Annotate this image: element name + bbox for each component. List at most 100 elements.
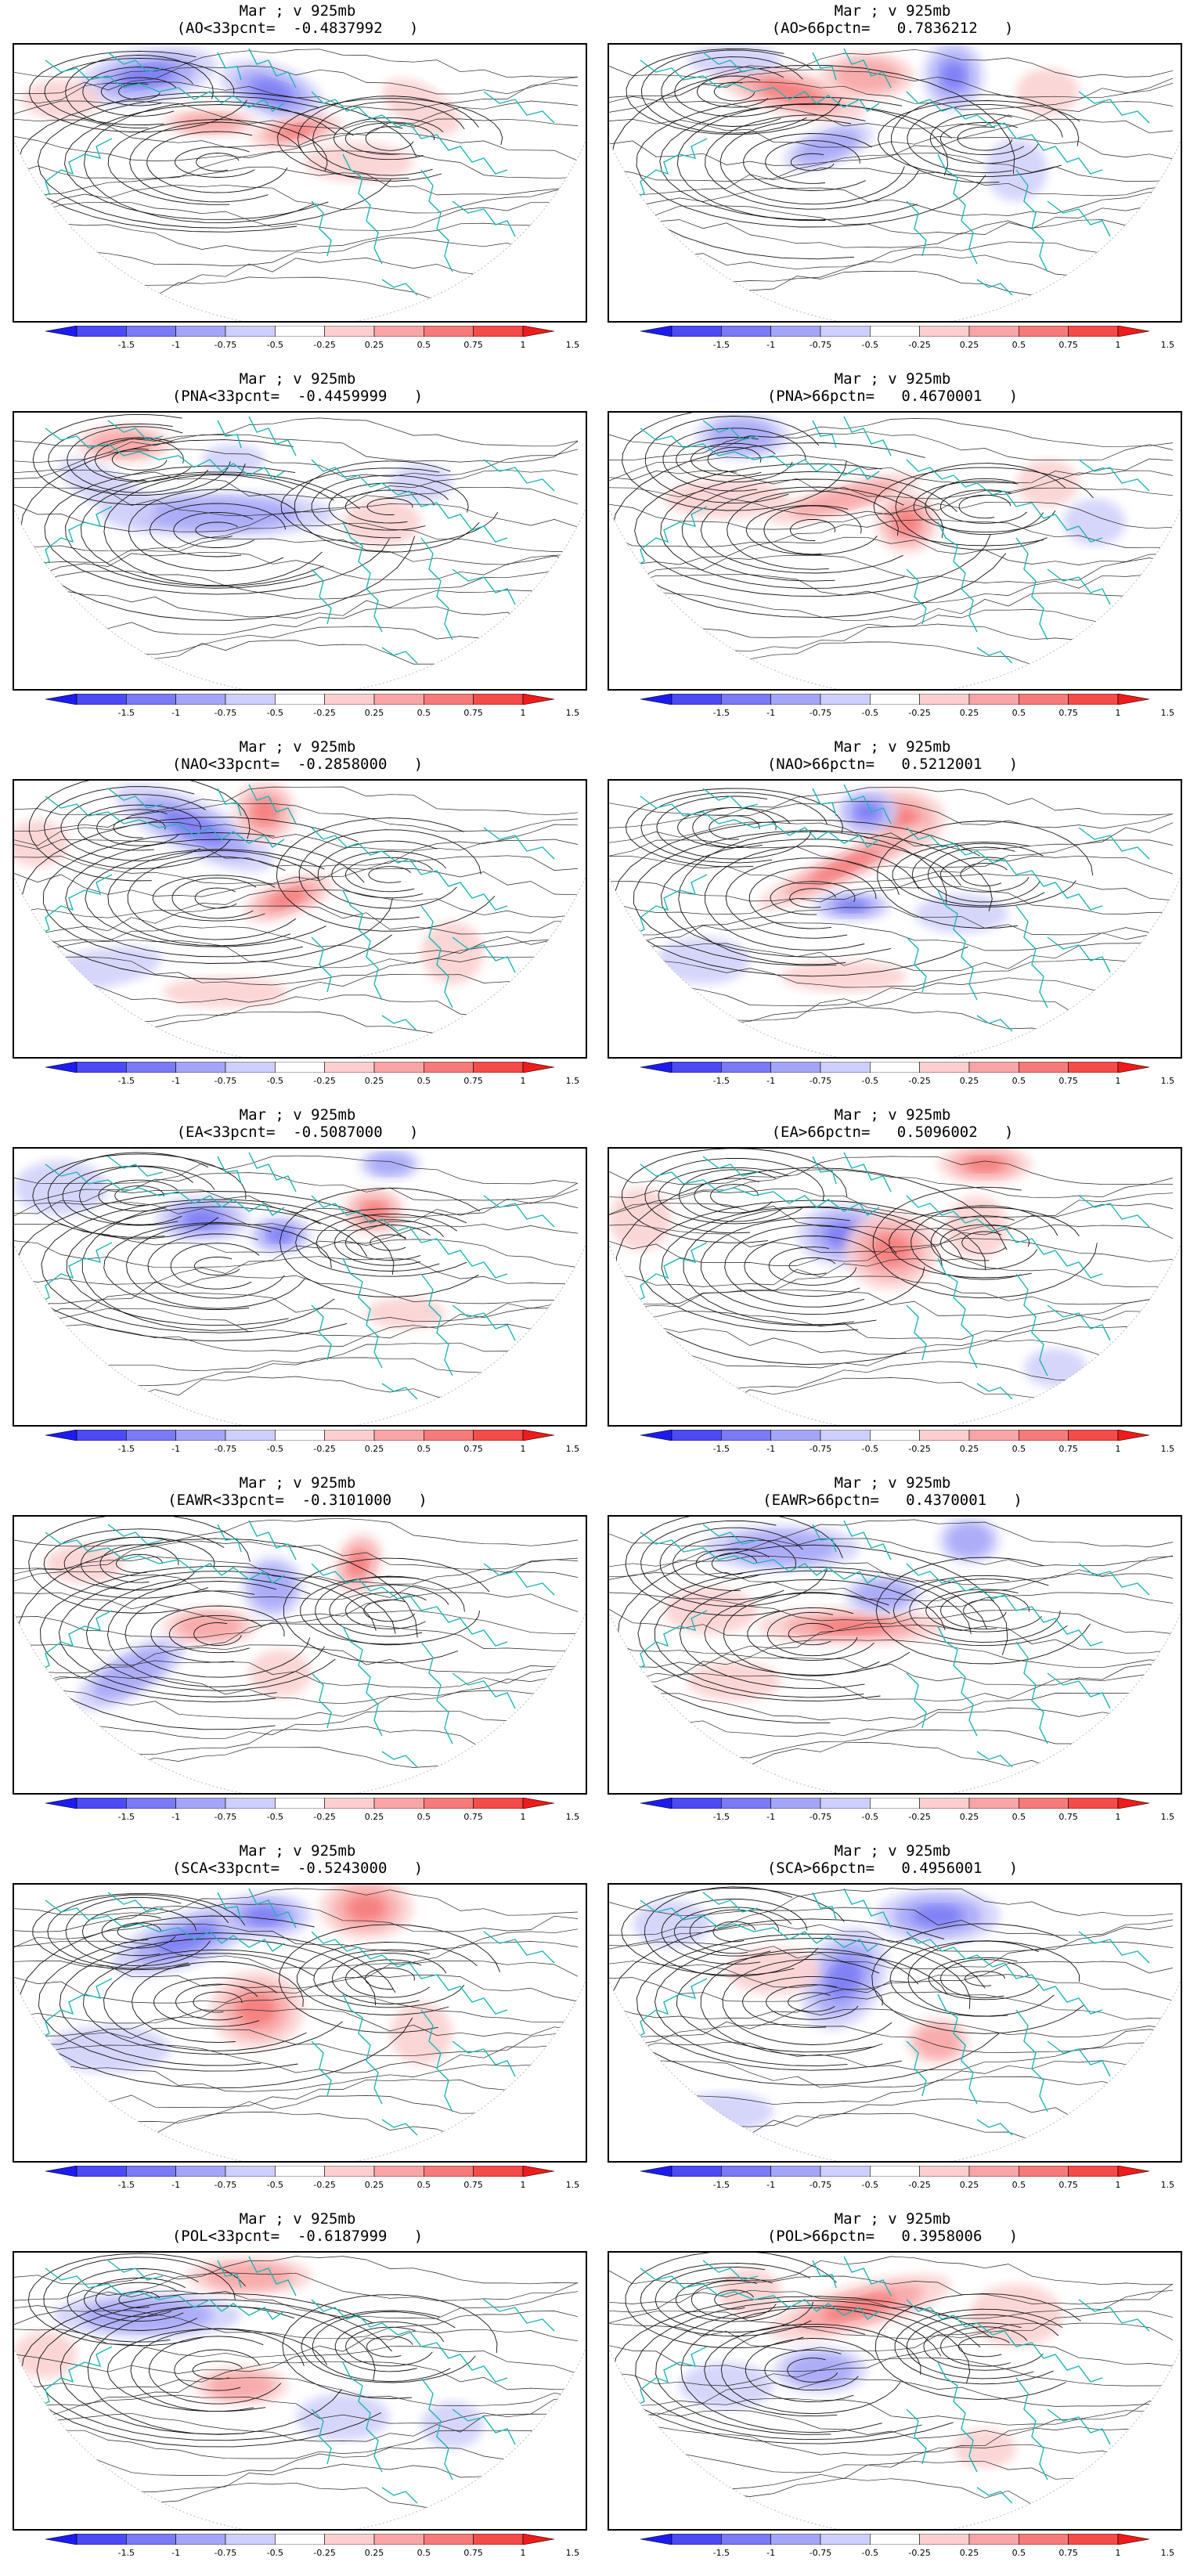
colorbar-segment	[770, 1430, 821, 1441]
coastline	[381, 1383, 418, 1400]
composite-panel-5: Mar ; v 925mb (NAO<33pcnt= -0.2858000 ) …	[0, 736, 595, 1104]
colorbar-tick-label: -0.75	[809, 1444, 832, 1454]
colorbar	[640, 2534, 1149, 2545]
colorbar-segment	[968, 1430, 1019, 1441]
streamline	[103, 1221, 332, 1310]
streamline	[58, 1571, 377, 1697]
polar-map	[14, 781, 586, 1057]
streamline	[28, 1517, 251, 1614]
streamline	[609, 2477, 1174, 2507]
colorbar-tick-label: 0.25	[364, 1812, 384, 1822]
coastline	[976, 647, 1013, 664]
colorbar-segment	[1117, 326, 1149, 337]
coastline	[45, 1900, 195, 1940]
colorbar-segment	[324, 1798, 375, 1809]
coastline	[420, 905, 453, 1008]
colorbar-tick-label: -0.75	[214, 1444, 237, 1454]
streamline	[36, 2299, 392, 2441]
anomaly-blob	[814, 1618, 889, 1634]
panel-title-line1: Mar ; v 925mb	[834, 1106, 951, 1124]
streamline	[14, 570, 579, 600]
coastline	[409, 1962, 508, 2015]
streamline	[14, 889, 579, 918]
coastline	[217, 1156, 242, 1185]
colorbar-segment	[770, 2534, 821, 2545]
colorbar-tick-label: 1	[520, 1076, 526, 1086]
colorbar-tick-label: 0.25	[364, 2548, 384, 2558]
colorbar-segment	[919, 2534, 970, 2545]
anomaly-blob	[941, 62, 966, 90]
streamline	[720, 2326, 901, 2415]
streamline	[763, 505, 862, 555]
coastline	[906, 936, 927, 993]
coastline	[311, 459, 410, 496]
streamline	[609, 1907, 1174, 1936]
streamline	[14, 1623, 578, 1651]
streamline	[766, 1984, 859, 2020]
colorbar-tick-label: 0.75	[463, 340, 483, 350]
panel-title-line2: (EAWR<33pcnt= -0.3101000 )	[168, 1492, 427, 1509]
coastline	[420, 1273, 453, 1376]
streamline	[625, 2253, 837, 2349]
colorbar-tick-label: -0.75	[214, 708, 237, 718]
coastline	[193, 91, 285, 112]
colorbar-segment	[76, 1430, 127, 1441]
streamline	[790, 518, 835, 542]
streamline	[609, 992, 1173, 1021]
anomaly-blob	[709, 420, 775, 453]
coastline	[452, 2040, 516, 2077]
coastline	[452, 200, 516, 237]
colorbar-segment	[76, 326, 127, 337]
coastlines	[616, 1888, 1150, 2136]
streamline	[612, 2296, 993, 2444]
streamline	[963, 1599, 1007, 1622]
streamline	[344, 1225, 431, 1261]
streamline	[83, 100, 337, 223]
composite-panel-9: Mar ; v 925mb (EAWR<33pcnt= -0.3101000 )…	[0, 1472, 595, 1840]
streamline	[14, 1571, 579, 1600]
streamline	[710, 1184, 759, 1207]
streamline	[741, 1976, 884, 2028]
coastline	[1015, 1273, 1048, 1376]
streamline	[609, 873, 1174, 902]
coastline	[812, 1892, 837, 1921]
colorbar-tick-label: 1.5	[1160, 1812, 1175, 1822]
streamline	[60, 794, 206, 861]
colorbar	[640, 1430, 1149, 1441]
colorbar-ticks: -1.5 -1 -0.75 -0.5 -0.25 0.25 0.5 0.75 1 1.5	[640, 2548, 1174, 2560]
streamline	[113, 817, 166, 839]
streamline	[609, 855, 1174, 885]
coastline	[409, 490, 508, 543]
colorbar-tick-label: 1	[1115, 1812, 1121, 1822]
streamline	[99, 1544, 179, 1583]
streamline	[171, 877, 257, 919]
colorbar-tick-label: 0.25	[364, 1076, 384, 1086]
streamline	[14, 551, 579, 580]
streamline	[14, 1541, 579, 1570]
colorbar-segment	[1068, 694, 1119, 705]
streamline	[334, 1219, 444, 1266]
coastline	[812, 1156, 837, 1185]
streamline	[655, 2305, 971, 2435]
streamline	[609, 1007, 1174, 1035]
streamline	[150, 1605, 285, 1663]
streamline	[312, 2311, 456, 2383]
streamline	[609, 958, 1174, 988]
anomaly-blob	[856, 1581, 911, 1609]
streamline	[363, 1599, 416, 1622]
coastline	[1078, 1931, 1150, 1964]
colorbar-segment	[275, 1430, 325, 1441]
map-frame	[13, 43, 587, 323]
wind-streamlines	[609, 413, 1174, 671]
coastlines	[616, 48, 1150, 296]
streamline	[609, 1326, 1174, 1355]
streamline	[14, 166, 579, 196]
streamline	[745, 504, 878, 555]
streamline	[14, 590, 579, 619]
colorbar-segment	[1117, 1430, 1149, 1441]
streamline	[14, 1960, 579, 1990]
streamline	[911, 842, 1045, 907]
streamline	[871, 1923, 1085, 2034]
streamline	[366, 2336, 413, 2358]
streamline	[610, 64, 1015, 260]
